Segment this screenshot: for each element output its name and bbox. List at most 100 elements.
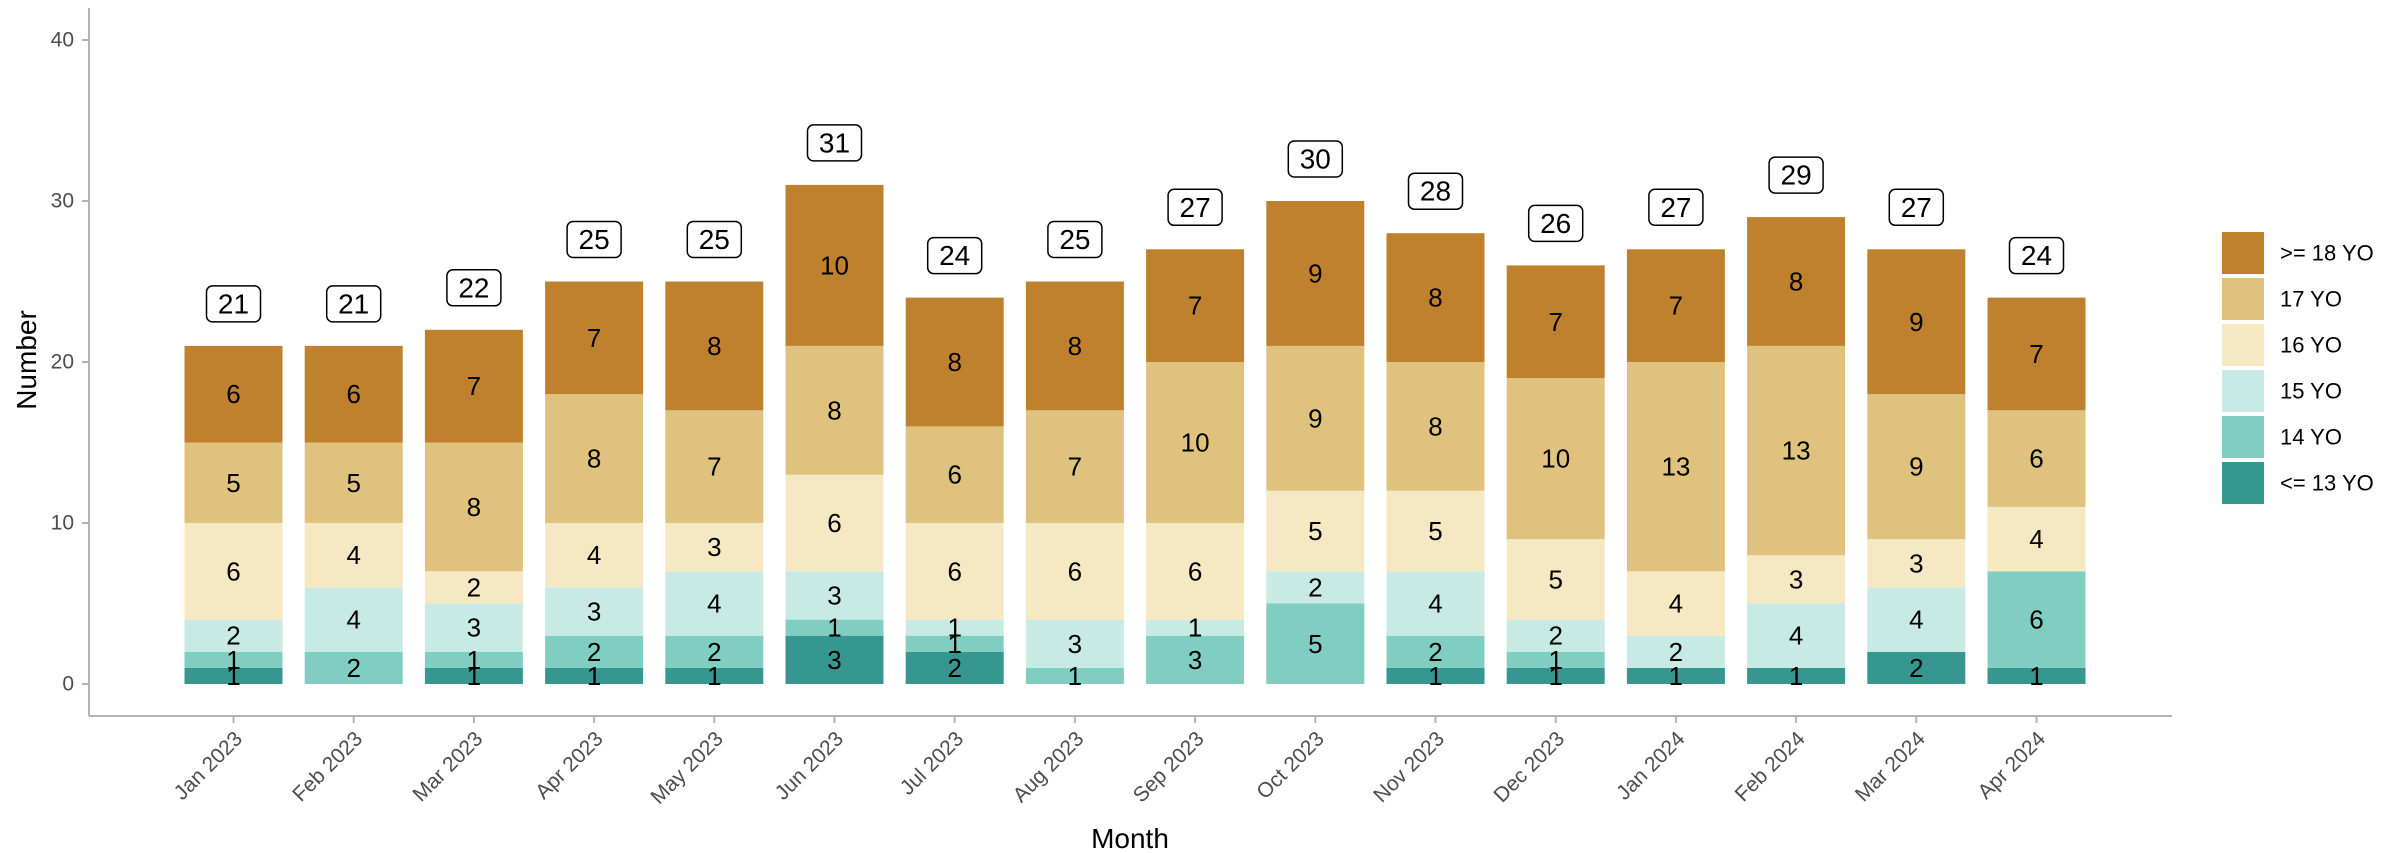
segment-value-label: 6 — [346, 379, 360, 409]
bar-segment — [1025, 281, 1124, 411]
x-tick-label: Oct 2023 — [1252, 727, 1329, 804]
total-labels-layer: 21 21 22 25 25 31 24 25 27 30 28 26 27 29 27 24 — [205, 124, 2065, 323]
segment-value-label: 1 — [1188, 613, 1202, 643]
total-label: 30 — [1300, 144, 1331, 175]
total-label-box — [806, 124, 863, 162]
x-tick-label: Dec 2023 — [1489, 727, 1569, 807]
segment-value-label: 9 — [1308, 403, 1322, 433]
total-label-box — [2008, 236, 2065, 275]
bar-segment — [905, 426, 1004, 523]
segment-value-label: 4 — [346, 540, 360, 570]
segment-value-label: 6 — [226, 556, 240, 586]
bar-segment — [1025, 667, 1124, 684]
bar-segment — [665, 410, 764, 523]
total-label: 25 — [579, 224, 610, 255]
total-label-box — [1888, 188, 1945, 227]
total-label-box — [1287, 140, 1344, 178]
segment-value-label: 8 — [827, 395, 841, 425]
bar-segment — [1987, 297, 2086, 411]
bar-segment — [785, 184, 884, 346]
legend-label: >= 18 YO — [2280, 241, 2374, 266]
segment-value-label: 1 — [226, 645, 240, 675]
segment-value-label: 9 — [1909, 452, 1923, 482]
bar-segment — [1987, 410, 2086, 507]
segment-value-label: 3 — [467, 613, 481, 643]
segment-value-label: 3 — [827, 645, 841, 675]
segment-value-label: 7 — [1188, 291, 1202, 321]
segment-value-label: 1 — [947, 629, 961, 659]
x-axis-title: Month — [1091, 823, 1169, 853]
segment-value-label: 13 — [1782, 436, 1811, 466]
bar-segment — [1987, 571, 2086, 668]
bar-segment — [545, 281, 644, 395]
segment-value-label: 5 — [346, 468, 360, 498]
total-label: 24 — [2021, 240, 2052, 271]
x-tick-label: Jan 2023 — [170, 727, 247, 804]
segment-value-label: 2 — [1669, 637, 1683, 667]
bar-segment — [1506, 265, 1605, 379]
x-tick-label: May 2023 — [646, 727, 727, 808]
segment-labels-layer: 1126562445611328712348712437831368102116… — [226, 250, 2043, 691]
bar-segment — [424, 329, 523, 443]
legend-swatch — [2222, 324, 2264, 366]
x-tick-label: Jun 2023 — [771, 727, 848, 804]
bar-segment — [1987, 506, 2086, 572]
bar-segment — [665, 523, 764, 572]
bar-segment — [905, 651, 1004, 684]
segment-value-label: 1 — [587, 661, 601, 691]
segment-value-label: 4 — [1789, 621, 1803, 651]
bar-segment — [545, 523, 644, 588]
segment-value-label: 1 — [1548, 645, 1562, 675]
segment-value-label: 1 — [947, 613, 961, 643]
total-label-box — [1407, 172, 1464, 210]
bar-segment — [1386, 233, 1485, 362]
segment-value-label: 3 — [1909, 548, 1923, 578]
bar-segment — [1626, 667, 1725, 684]
bar-segment — [424, 571, 523, 604]
segment-value-label: 7 — [1669, 291, 1683, 321]
segment-value-label: 2 — [1308, 572, 1322, 602]
x-tick-label: Jan 2024 — [1612, 727, 1690, 805]
bar-segment — [665, 667, 764, 684]
total-label-box — [446, 269, 502, 307]
x-tick-label: Mar 2023 — [408, 727, 487, 806]
bar-segment — [184, 442, 283, 523]
y-axis-title: Number — [11, 310, 42, 410]
segment-value-label: 2 — [947, 653, 961, 683]
bar-segment — [785, 474, 884, 572]
bar-segment — [665, 635, 764, 668]
legend-swatch — [2222, 462, 2264, 504]
bar-segment — [785, 345, 884, 475]
bar-segment — [785, 635, 884, 684]
bar-segment — [1266, 490, 1365, 572]
bar-segment — [1987, 667, 2086, 684]
bar-segment — [1025, 619, 1124, 668]
bar-segment — [304, 345, 403, 443]
segment-value-label: 1 — [467, 661, 481, 691]
total-label-box — [1047, 220, 1103, 259]
segment-value-label: 8 — [1789, 267, 1803, 297]
segment-value-label: 2 — [1548, 621, 1562, 651]
segment-value-label: 6 — [2029, 605, 2043, 635]
bar-segment — [905, 635, 1004, 652]
segment-value-label: 4 — [1909, 605, 1923, 635]
bar-segment — [545, 587, 644, 636]
segment-value-label: 1 — [707, 661, 721, 691]
segment-value-label: 1 — [1669, 661, 1683, 691]
bar-segment — [905, 619, 1004, 636]
segment-value-label: 8 — [947, 347, 961, 377]
x-tick-label: Nov 2023 — [1369, 727, 1449, 807]
bar-segment — [304, 523, 403, 588]
total-label: 27 — [1660, 192, 1691, 223]
total-label-box — [1527, 204, 1584, 243]
segment-value-label: 1 — [467, 645, 481, 675]
bar-segment — [1146, 523, 1245, 620]
bar-segment — [1506, 539, 1605, 620]
segment-value-label: 3 — [1789, 564, 1803, 594]
segment-value-label: 3 — [1188, 645, 1202, 675]
total-label: 27 — [1180, 192, 1211, 223]
segment-value-label: 2 — [1428, 637, 1442, 667]
segment-value-label: 8 — [1428, 283, 1442, 313]
total-label: 22 — [458, 272, 489, 303]
